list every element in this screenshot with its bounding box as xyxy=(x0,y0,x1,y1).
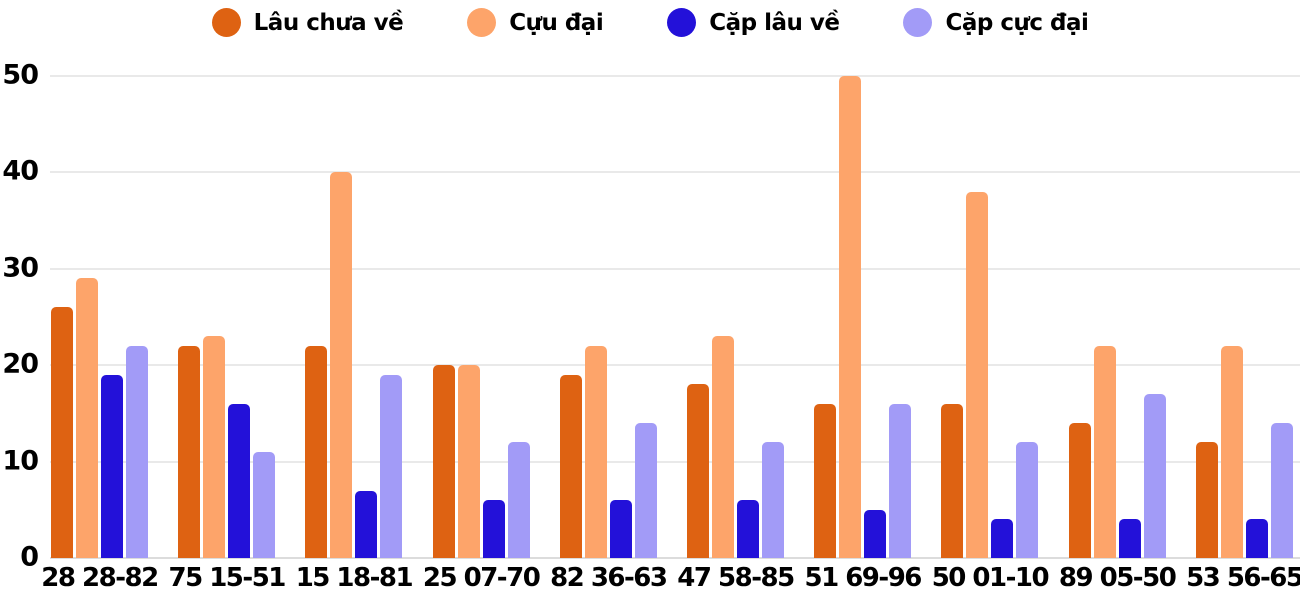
bar-series-1-cat-1 xyxy=(203,336,226,558)
bar-series-3-cat-7 xyxy=(1016,442,1039,558)
bar-series-0-cat-1 xyxy=(178,345,201,558)
bar-series-3-cat-4 xyxy=(634,423,657,558)
x-axis-baseline xyxy=(50,557,1300,559)
y-axis-tick-label: 40 xyxy=(2,155,39,187)
bar-series-1-cat-7 xyxy=(966,191,989,558)
gridline-50 xyxy=(50,75,1300,77)
bar-series-0-cat-3 xyxy=(432,365,455,558)
x-axis-category-label: 47 58-85 xyxy=(677,563,795,593)
bar-group-25-07-70 xyxy=(432,76,530,558)
legend-label: Cặp lâu về xyxy=(709,9,840,36)
y-axis-tick-label: 10 xyxy=(2,444,39,476)
legend-swatch-circle-icon xyxy=(211,8,241,37)
bar-series-3-cat-0 xyxy=(126,345,148,558)
bar-series-3-cat-5 xyxy=(762,442,784,558)
bar-group-51-69-96 xyxy=(814,76,912,558)
bar-group-15-18-81 xyxy=(305,76,403,558)
y-axis-tick-label: 20 xyxy=(2,348,39,380)
bar-series-0-cat-2 xyxy=(305,345,328,558)
gridline-20 xyxy=(50,364,1300,367)
bar-series-1-cat-9 xyxy=(1220,345,1243,558)
bar-group-89-05-50 xyxy=(1068,76,1166,558)
legend-label: Cặp cực đại xyxy=(945,9,1089,36)
bar-series-1-cat-6 xyxy=(839,76,862,558)
bar-series-2-cat-7 xyxy=(991,519,1014,558)
legend: Lâu chưa về Cựu đại Cặp lâu về Cặp cực đại xyxy=(0,8,1300,37)
y-axis-tick-label: 0 xyxy=(20,541,39,573)
bar-series-2-cat-1 xyxy=(228,403,251,558)
gridline-40 xyxy=(50,171,1300,174)
bar-series-3-cat-9 xyxy=(1270,423,1293,558)
bar-series-1-cat-3 xyxy=(457,365,480,558)
bar-series-1-cat-4 xyxy=(584,345,607,558)
legend-swatch-circle-icon xyxy=(467,8,497,37)
bar-group-50-01-10 xyxy=(941,76,1039,558)
bar-series-0-cat-0 xyxy=(51,307,73,558)
bar-series-0-cat-6 xyxy=(814,403,837,558)
x-axis-category-label: 15 18-81 xyxy=(295,563,414,593)
legend-swatch-circle-icon xyxy=(667,8,697,37)
legend-label: Lâu chưa về xyxy=(253,9,404,36)
y-axis-tick-label: 30 xyxy=(2,252,39,284)
bar-series-2-cat-9 xyxy=(1245,519,1268,558)
x-axis-category-label: 82 36-63 xyxy=(550,563,668,593)
bar-series-0-cat-7 xyxy=(941,403,964,558)
x-axis-category-label: 25 07-70 xyxy=(422,563,541,593)
x-axis-category-label: 51 69-96 xyxy=(804,563,922,593)
x-axis-category-label: 28 28-82 xyxy=(41,563,159,593)
bar-series-0-cat-4 xyxy=(559,374,582,558)
bar-group-53-56-65 xyxy=(1195,76,1293,558)
bar-group-75-15-51 xyxy=(178,76,276,558)
bar-series-1-cat-8 xyxy=(1093,345,1116,558)
bar-series-2-cat-2 xyxy=(355,490,378,558)
bar-series-0-cat-5 xyxy=(687,384,709,558)
bar-series-2-cat-6 xyxy=(864,509,887,558)
bar-series-0-cat-9 xyxy=(1195,442,1218,558)
legend-item-series-0: Lâu chưa về xyxy=(211,8,404,37)
bar-group-47-58-85 xyxy=(687,76,784,558)
bar-series-1-cat-2 xyxy=(330,172,353,558)
bar-series-2-cat-8 xyxy=(1118,519,1141,558)
x-axis-category-label: 89 05-50 xyxy=(1058,563,1177,593)
bar-series-3-cat-2 xyxy=(380,374,403,558)
gridline-10 xyxy=(50,460,1300,463)
legend-label: Cựu đại xyxy=(509,9,604,36)
bar-series-3-cat-1 xyxy=(253,451,276,558)
plot-area xyxy=(50,75,1300,559)
bar-series-1-cat-0 xyxy=(76,278,98,558)
bar-series-3-cat-3 xyxy=(507,442,530,558)
bar-series-2-cat-4 xyxy=(609,500,632,558)
x-axis-category-label: 53 56-65 xyxy=(1186,563,1300,593)
x-axis-category-label: 75 15-51 xyxy=(168,563,286,593)
legend-item-series-1: Cựu đại xyxy=(467,8,604,37)
x-axis-category-label: 50 01-10 xyxy=(931,563,1050,593)
bar-series-3-cat-8 xyxy=(1143,394,1166,558)
bar-series-3-cat-6 xyxy=(889,403,912,558)
bar-series-2-cat-5 xyxy=(737,500,759,558)
bar-series-1-cat-5 xyxy=(712,336,734,558)
y-axis-tick-label: 50 xyxy=(2,59,39,91)
gridline-30 xyxy=(50,267,1300,270)
legend-item-series-3: Cặp cực đại xyxy=(903,8,1089,37)
legend-item-series-2: Cặp lâu về xyxy=(667,8,840,37)
bar-series-0-cat-8 xyxy=(1068,423,1091,558)
bar-group-82-36-63 xyxy=(559,76,657,558)
legend-swatch-circle-icon xyxy=(903,8,933,37)
bar-group-28-28-82 xyxy=(51,76,148,558)
bar-series-2-cat-3 xyxy=(482,500,505,558)
bar-series-2-cat-0 xyxy=(101,374,123,558)
